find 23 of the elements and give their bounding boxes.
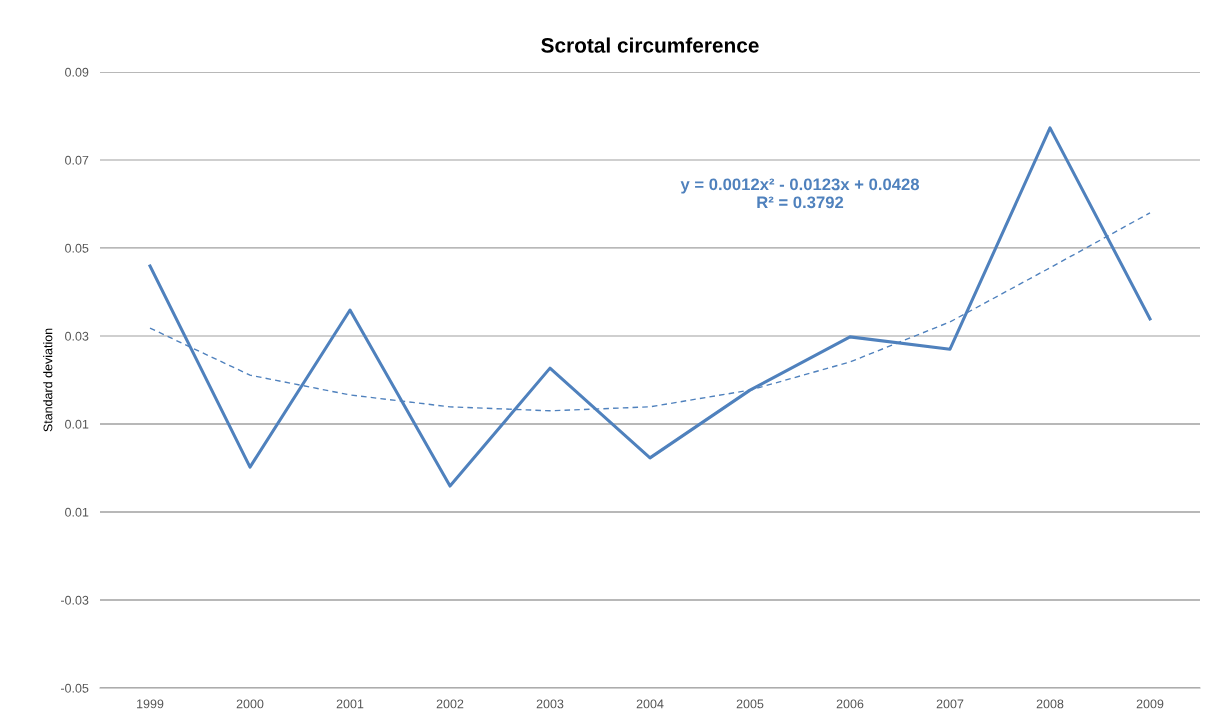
y-axis-title: Standard deviation xyxy=(43,328,53,432)
y-tick-label: -0.03 xyxy=(60,595,89,605)
x-tick-label: 1999 xyxy=(137,699,164,709)
y-tick-label: 0.01 xyxy=(65,507,89,517)
x-tick-label: 2004 xyxy=(636,699,664,709)
y-tick-label: -0.05 xyxy=(60,683,89,693)
annotation: y = 0.0012x² - 0.0123x + 0.0428 R² = 0.3792 xyxy=(680,178,920,209)
x-tick-label: 2003 xyxy=(536,699,564,709)
line-series xyxy=(148,126,1152,488)
x-tick-label: 2002 xyxy=(436,699,464,709)
x-tick-label: 2007 xyxy=(936,699,964,709)
x-tick-label: 2009 xyxy=(1136,699,1164,709)
y-tick-label: 0.01 xyxy=(65,419,89,429)
chart-title: Scrotal circumference xyxy=(541,37,759,53)
y-tick-label: 0.09 xyxy=(65,67,89,77)
y-tick-label: 0.05 xyxy=(65,243,89,253)
x-tick-label: 2001 xyxy=(336,699,364,709)
x-tick-label: 2008 xyxy=(1036,699,1064,709)
x-tick-label: 2006 xyxy=(836,699,864,709)
x-tick-label: 2005 xyxy=(736,699,764,709)
y-tick-label: 0.03 xyxy=(65,331,89,341)
y-tick-label: 0.07 xyxy=(65,155,89,165)
x-tick-label: 2000 xyxy=(236,699,264,709)
